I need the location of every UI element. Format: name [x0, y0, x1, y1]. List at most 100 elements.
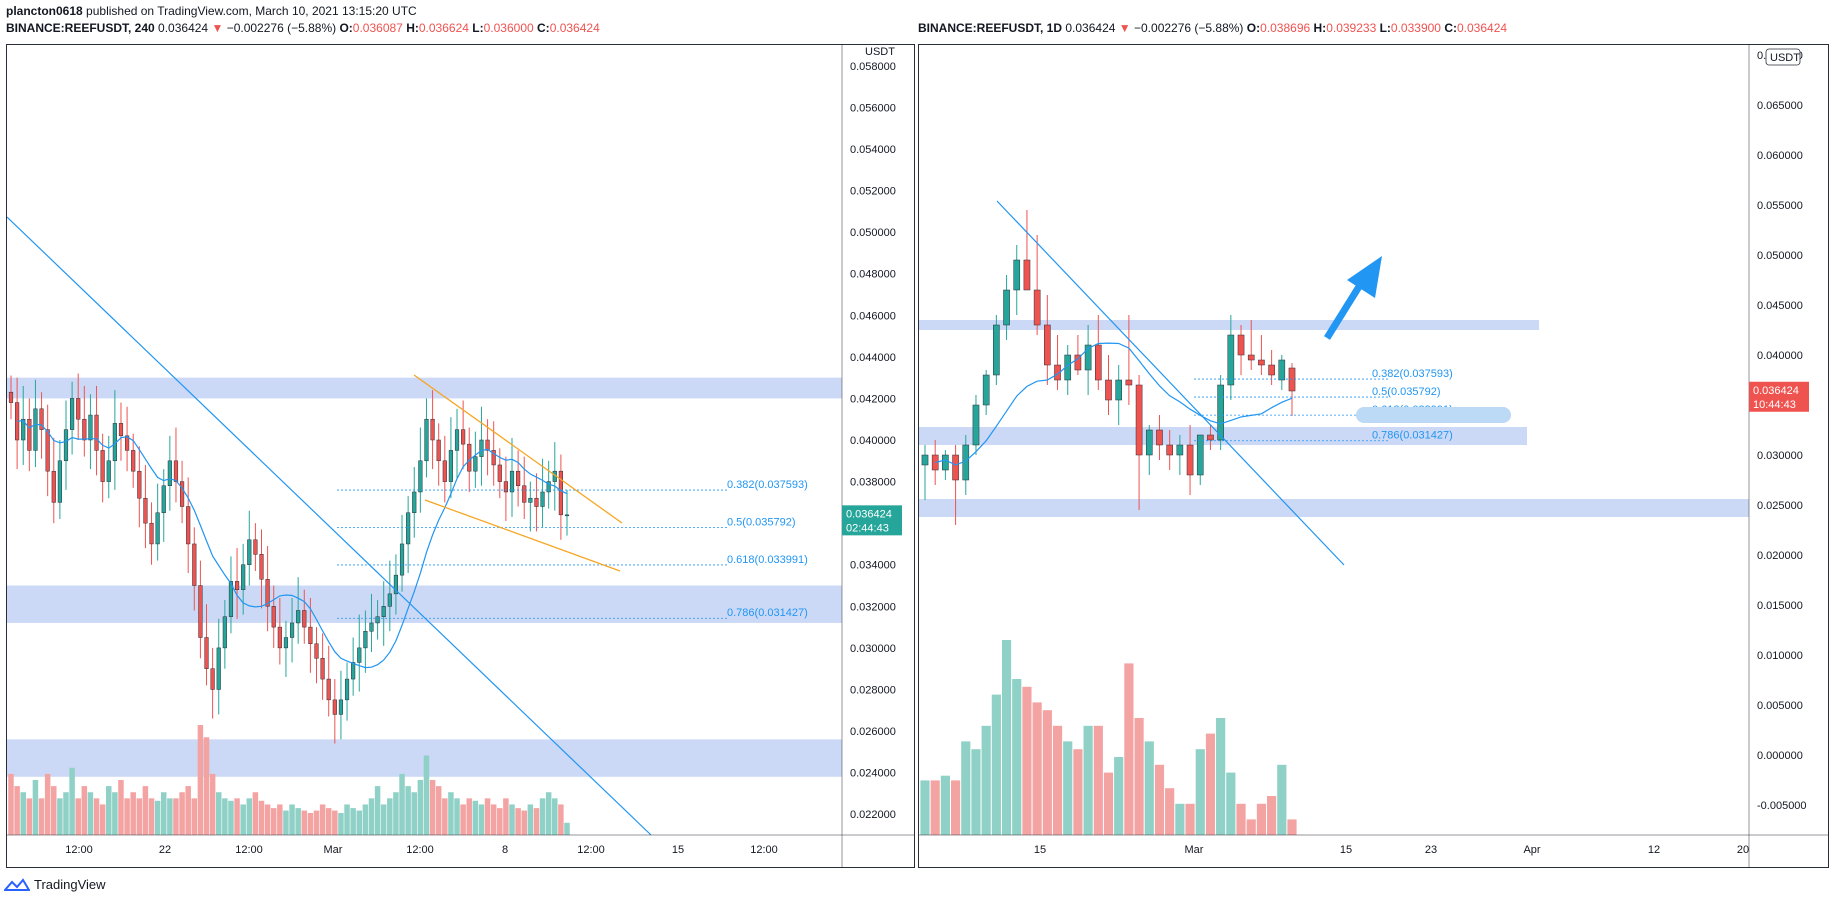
- candle-body: [1278, 359, 1286, 381]
- volume-bar: [283, 810, 289, 835]
- candle-body: [283, 637, 289, 649]
- currency-label: USDT: [865, 46, 895, 58]
- volume-bar: [1052, 725, 1063, 835]
- volume-bar: [228, 800, 234, 835]
- candle-body: [503, 481, 508, 493]
- left-chart-panel[interactable]: 0.382(0.037593) 0.5(0.035792) 0.618(0.0339…: [6, 44, 915, 868]
- candle-body: [461, 429, 466, 445]
- candle-body: [338, 699, 344, 715]
- x-tick-label: 23: [1425, 844, 1437, 856]
- candle-body: [106, 460, 111, 482]
- fib-level-label: 0.382(0.037593): [727, 479, 808, 491]
- candle-body: [1207, 434, 1214, 441]
- y-tick-label: 0.022000: [850, 809, 896, 821]
- y-tick-label: 0.010000: [1757, 650, 1803, 662]
- candle-body: [1227, 334, 1235, 386]
- volume-bar: [81, 786, 88, 835]
- right-chart-panel[interactable]: 0.382(0.037593)0.5(0.035792)0.618(0.0339…: [918, 44, 1829, 868]
- candle-body: [1084, 344, 1092, 371]
- right-change: −0.002276 (−5.88%): [1134, 21, 1244, 35]
- volume-bar: [362, 804, 369, 835]
- y-tick-label: 0.040000: [850, 435, 896, 447]
- candle-body: [942, 454, 949, 471]
- volume-bar: [215, 792, 222, 835]
- wedge-lower-line: [424, 499, 621, 572]
- volume-bar: [393, 792, 399, 835]
- volume-bar: [1103, 772, 1114, 835]
- support-resistance-zone: [7, 585, 842, 623]
- volume-bar: [961, 741, 971, 835]
- volume-bar: [1165, 788, 1175, 835]
- volume-bar: [1042, 710, 1052, 835]
- volume-bar: [442, 798, 448, 835]
- y-tick-label: 0.020000: [1757, 550, 1803, 562]
- candle-body: [1105, 379, 1112, 401]
- high-label: H:: [406, 21, 419, 35]
- volume-bar: [552, 798, 558, 835]
- candle-countdown-label: 02:44:43: [846, 522, 889, 534]
- candle-body: [173, 460, 179, 482]
- candle-body: [344, 678, 350, 701]
- volume-bar: [1277, 764, 1287, 835]
- volume-bar: [63, 792, 69, 835]
- volume-bar: [423, 755, 430, 835]
- publisher-name[interactable]: plancton0618: [6, 4, 83, 18]
- volume-bar: [478, 804, 485, 835]
- left-high: 0.036624: [418, 21, 469, 35]
- volume-bar: [160, 792, 167, 835]
- volume-bar: [222, 798, 228, 835]
- currency-badge: USDT: [1770, 52, 1800, 64]
- candle-body: [546, 481, 551, 493]
- candle-body: [381, 606, 386, 617]
- candle-body: [363, 631, 368, 649]
- volume-bar: [191, 798, 198, 835]
- candle-body: [302, 610, 307, 628]
- candle-body: [467, 443, 472, 472]
- candle-body: [1176, 444, 1184, 456]
- tradingview-logo-icon[interactable]: [4, 877, 30, 892]
- volume-bar: [167, 798, 173, 835]
- volume-bar: [368, 798, 375, 835]
- y-tick-label: 0.045000: [1757, 300, 1803, 312]
- volume-bar: [399, 773, 405, 835]
- y-tick-label: 0.050000: [1757, 250, 1803, 262]
- candle-body: [131, 450, 136, 472]
- current-price-marker: [842, 505, 902, 536]
- candle-body: [1013, 259, 1021, 291]
- left-chart-svg[interactable]: 0.382(0.037593) 0.5(0.035792) 0.618(0.0339…: [6, 45, 914, 867]
- candle-body: [63, 429, 69, 462]
- candle-body: [118, 423, 124, 437]
- candle-body: [473, 456, 478, 472]
- footer-brand[interactable]: TradingView: [34, 877, 106, 892]
- y-tick-label: 0.000000: [1757, 750, 1803, 762]
- candle-body: [1217, 384, 1224, 441]
- left-low: 0.036000: [483, 21, 534, 35]
- volume-bar: [411, 792, 418, 835]
- candle-body: [558, 470, 563, 516]
- left-change: −0.002276 (−5.88%): [226, 21, 337, 35]
- volume-bar: [539, 798, 546, 835]
- candle-body: [88, 414, 93, 441]
- right-symbol: BINANCE:REEFUSDT, 1D: [918, 21, 1063, 35]
- candle-body: [326, 678, 331, 701]
- candle-body: [51, 470, 56, 503]
- volume-bar: [325, 808, 332, 835]
- volume-bar: [1073, 749, 1083, 835]
- volume-bar: [344, 804, 350, 835]
- current-price-label: 0.036424: [1753, 385, 1799, 397]
- x-tick-label: 20: [1737, 844, 1749, 856]
- volume-bar: [112, 792, 118, 835]
- volume-bar: [173, 798, 179, 835]
- candle-body: [1115, 379, 1123, 401]
- candle-body: [1094, 344, 1102, 381]
- volume-bar: [8, 773, 14, 835]
- volume-bar: [527, 804, 534, 835]
- candle-body: [82, 418, 87, 441]
- trend-line: [6, 216, 652, 836]
- y-tick-label: 0.052000: [850, 186, 896, 198]
- candle-body: [485, 439, 490, 451]
- volume-bar: [1012, 679, 1022, 835]
- right-chart-svg[interactable]: 0.382(0.037593)0.5(0.035792)0.618(0.0339…: [919, 45, 1828, 867]
- candle-body: [155, 512, 160, 545]
- volume-bar: [484, 798, 491, 835]
